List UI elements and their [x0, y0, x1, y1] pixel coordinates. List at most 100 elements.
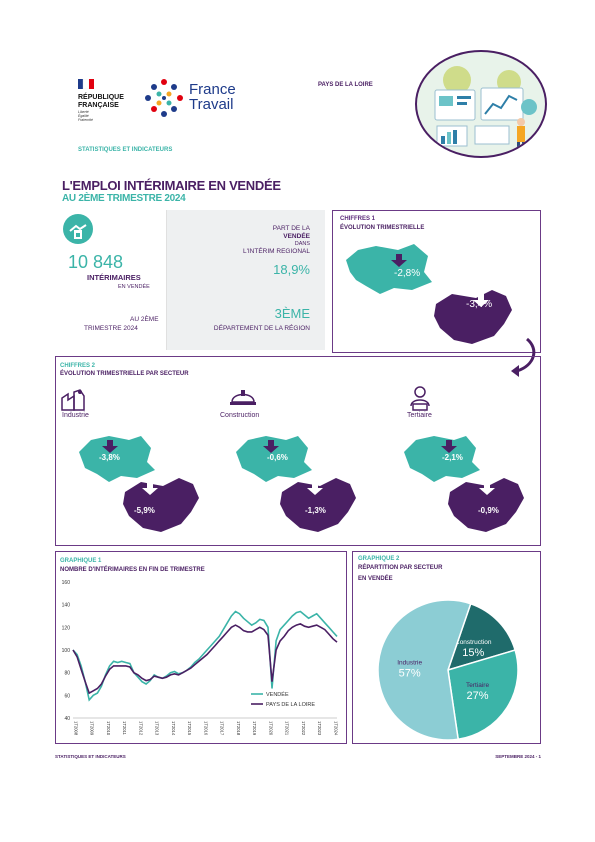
pie-slice-tertiaire — [447, 649, 519, 741]
region-map-shape — [280, 478, 356, 532]
kpi-count-label: INTÉRIMAIRES — [87, 273, 141, 282]
sector-tertiaire-label: Tertiaire — [407, 412, 432, 419]
kpi-share-label2: VENDÉE — [283, 233, 310, 240]
republique-logo: RÉPUBLIQUE FRANÇAISE Liberté Égalité Fra… — [78, 76, 138, 124]
x-tick-label: 1T2014 — [171, 721, 176, 736]
kpi-share-label1: PART DE LA — [272, 225, 310, 232]
x-tick-label: 1T2013 — [155, 721, 160, 736]
kpi-share-label3: DANS — [294, 241, 310, 247]
chiffres1-title: CHIFFRES 1 — [340, 216, 376, 222]
y-tick-label: 60 — [64, 693, 70, 699]
hard-hat-icon — [230, 390, 256, 405]
pie-label: Industrie — [397, 659, 422, 666]
handshake-icon — [63, 214, 93, 244]
rf-line2: FRANÇAISE — [78, 102, 119, 109]
pie-label: Construction — [455, 639, 492, 646]
sector-construction-region: -1,3% — [305, 506, 326, 515]
pie-value-label: 57% — [399, 667, 421, 679]
sector-construction-maps — [236, 436, 356, 532]
chiffres1-region-value: -3,4% — [466, 299, 493, 310]
x-tick-label: 1T2017 — [220, 721, 225, 736]
x-tick-label: 1T2009 — [90, 721, 95, 736]
region-label: PAYS DE LA LOIRE — [318, 82, 373, 88]
x-tick-label: 1T2010 — [106, 721, 111, 736]
footer-right: SEPTEMBRE 2024 - 1 — [495, 754, 541, 759]
x-tick-label: 1T2024 — [333, 721, 338, 736]
arrow-down-icon — [263, 440, 279, 453]
graph2-box — [352, 551, 541, 744]
kpi-count: 10 848 — [68, 252, 124, 272]
vendee-map-shape — [346, 244, 432, 294]
footer-left: STATISTIQUES ET INDICATEURS — [55, 754, 126, 759]
brand-line2: Travail — [189, 96, 234, 113]
page-title: L'EMPLOI INTÉRIMAIRE EN VENDÉE AU 2ÈME T… — [62, 178, 281, 205]
pie-slice-industrie — [377, 599, 472, 741]
graph2-title: GRAPHIQUE 2 — [358, 556, 400, 562]
chiffres1-vendee-value: -2,8% — [394, 268, 421, 279]
arrow-down-icon — [473, 294, 489, 307]
region-map-shape — [448, 478, 524, 532]
series-line-vendee — [72, 610, 338, 702]
rf-motto: Liberté Égalité Fraternité — [78, 110, 138, 122]
y-tick-label: 140 — [62, 603, 71, 609]
graph1-box — [55, 551, 347, 744]
sector-industrie-region: -5,9% — [134, 506, 155, 515]
chiffres1-subtitle: ÉVOLUTION TRIMESTRIELLE — [340, 225, 425, 231]
sector-tertiaire-maps — [404, 436, 524, 532]
vendee-map-shape — [79, 436, 155, 482]
x-tick-label: 1T2023 — [317, 721, 322, 736]
page-title-line1: L'EMPLOI INTÉRIMAIRE EN VENDÉE — [62, 178, 281, 193]
x-tick-label: 1T2015 — [187, 721, 192, 736]
sector-industrie-label: Industrie — [62, 412, 89, 419]
header-illustration — [415, 50, 547, 158]
chiffres2-subtitle: ÉVOLUTION TRIMESTRIELLE PAR SECTEUR — [60, 371, 189, 377]
chiffres2-title: CHIFFRES 2 — [60, 363, 96, 369]
brand-line1: France — [189, 81, 236, 98]
y-tick-label: 100 — [62, 648, 71, 654]
x-tick-label: 1T2011 — [122, 721, 127, 736]
x-tick-label: 1T2020 — [268, 721, 273, 736]
arrow-down-icon — [441, 440, 457, 453]
graph1-subtitle: NOMBRE D'INTÉRIMAIRES EN FIN DE TRIMESTR… — [60, 567, 205, 573]
pie-label: Tertiaire — [466, 682, 490, 689]
x-tick-label: 1T2008 — [74, 721, 79, 736]
x-tick-label: 1T2021 — [285, 721, 290, 736]
sector-construction-label: Construction — [220, 412, 260, 419]
x-tick-label: 1T2019 — [252, 721, 257, 736]
x-tick-label: 1T2016 — [203, 721, 208, 736]
x-tick-label: 1T2012 — [138, 721, 143, 736]
legend-label: VENDÉE — [266, 691, 289, 698]
sector-industrie-vendee: -3,8% — [99, 453, 120, 462]
rf-motto-2: Égalité — [78, 114, 89, 118]
y-tick-label: 40 — [64, 716, 70, 722]
kpi-period-2: TRIMESTRE 2024 — [84, 325, 138, 332]
rf-motto-1: Liberté — [78, 110, 89, 114]
graph1-title: GRAPHIQUE 1 — [60, 558, 102, 564]
rf-motto-3: Fraternité — [78, 118, 93, 122]
sector-tertiaire-region: -0,9% — [478, 506, 499, 515]
kpi-rank-value: 3ÈME — [274, 306, 310, 321]
rf-line1: RÉPUBLIQUE — [78, 94, 124, 101]
y-tick-label: 160 — [62, 580, 71, 586]
y-tick-label: 120 — [62, 625, 71, 631]
region-map-shape — [123, 478, 199, 532]
sector-industrie-maps — [79, 436, 199, 532]
kpi-share-value: 18,9% — [273, 262, 310, 277]
vendee-map-shape — [236, 436, 312, 482]
france-travail-logo: France Travail — [143, 78, 248, 118]
page-title-line2: AU 2ÈME TRIMESTRE 2024 — [62, 193, 186, 204]
chiffres2-box — [55, 356, 541, 546]
chiffres1-maps — [346, 244, 512, 344]
chiffres1-box — [332, 210, 541, 353]
pie-slice-construction — [446, 602, 517, 672]
section-label: STATISTIQUES ET INDICATEURS — [78, 147, 173, 153]
arrow-down-icon — [391, 254, 407, 267]
legend-label: PAYS DE LA LOIRE — [266, 702, 315, 708]
sector-construction-vendee: -0,6% — [267, 453, 288, 462]
arrow-down-icon — [479, 482, 495, 495]
factory-icon — [61, 389, 85, 411]
graph2-subtitle2: EN VENDÉE — [358, 576, 393, 582]
sector-tertiaire-vendee: -2,1% — [442, 453, 463, 462]
kpi-period-1: AU 2ÈME — [130, 316, 159, 323]
